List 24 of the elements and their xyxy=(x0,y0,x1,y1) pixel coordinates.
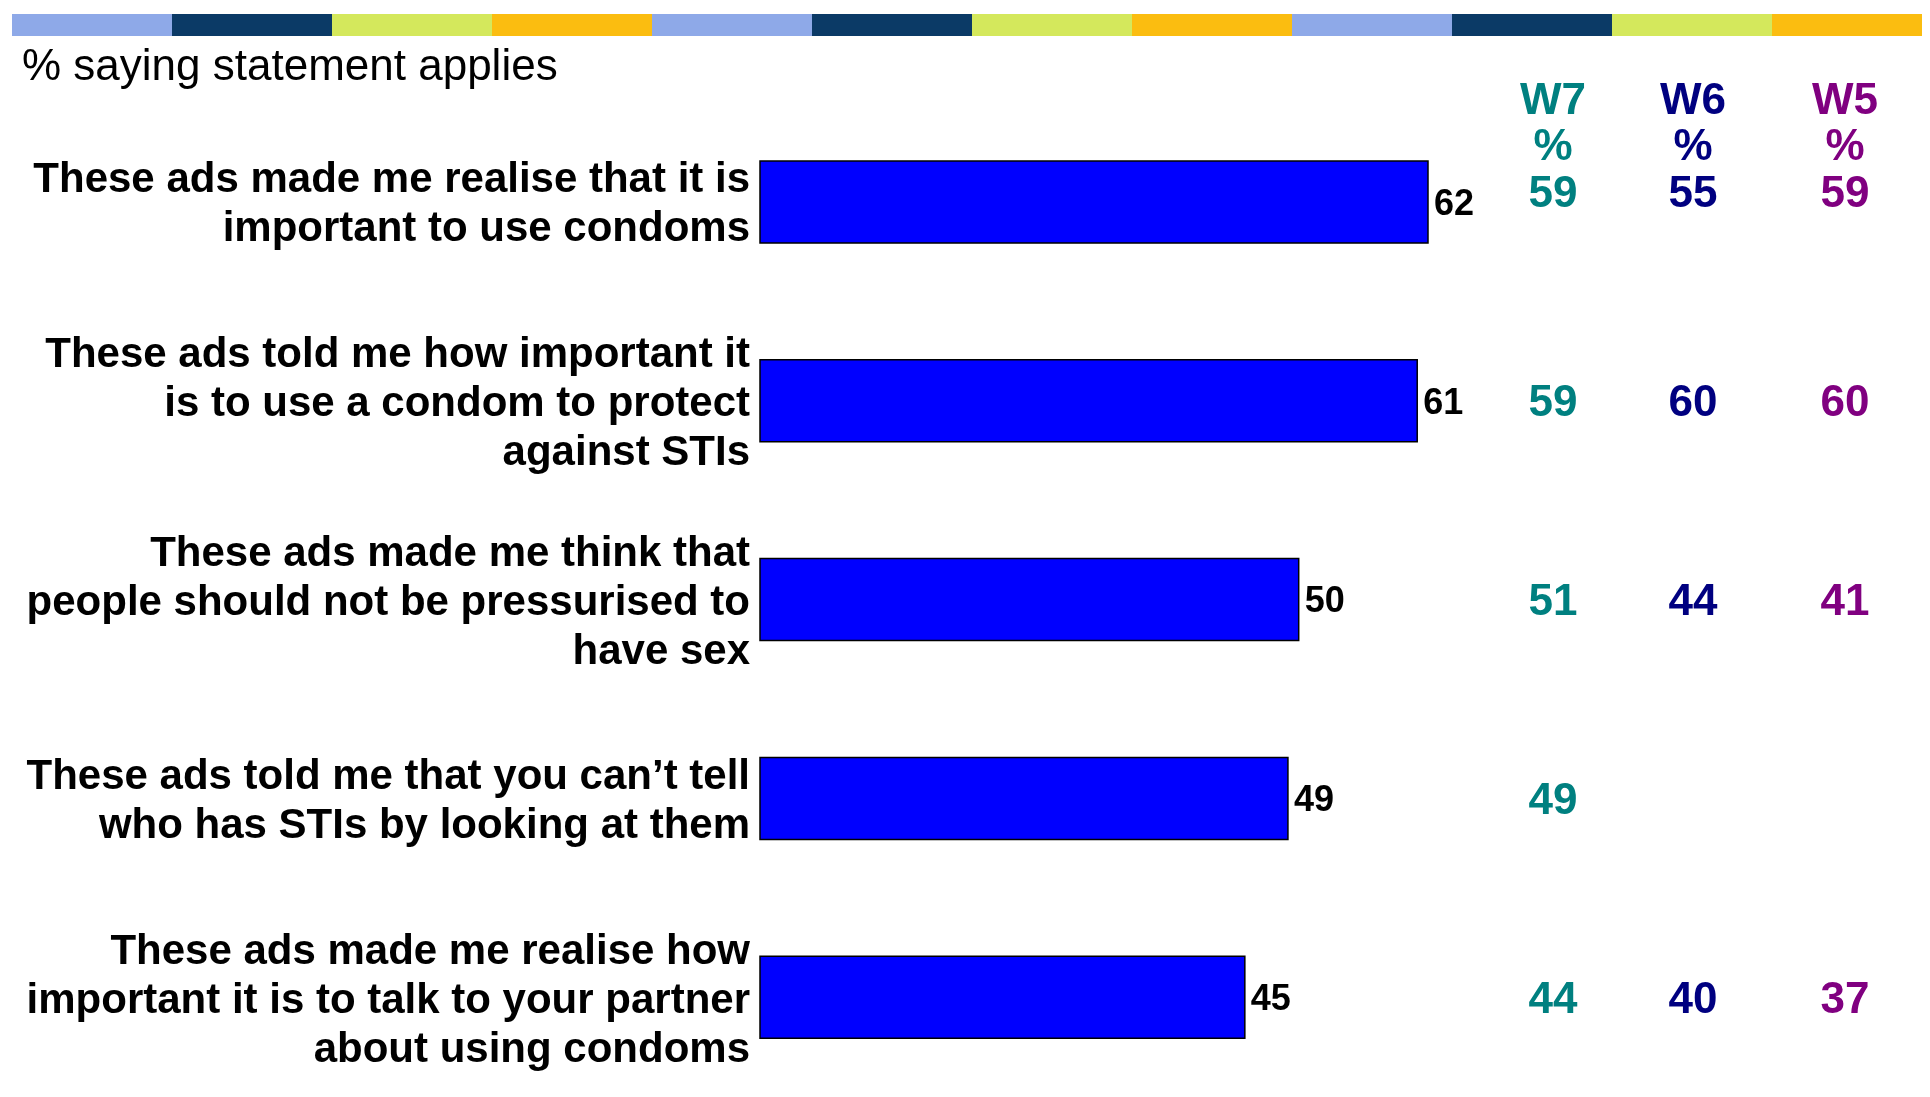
bar xyxy=(759,955,1246,1039)
text: W6 % xyxy=(1660,74,1726,169)
bar xyxy=(759,756,1289,841)
bar xyxy=(759,359,1418,443)
text: W7 % xyxy=(1520,74,1586,169)
text: 59 60 60 xyxy=(1528,376,1870,426)
y-tick-label: These ads told me that you can’t tell who has STIs by looking at them xyxy=(25,749,750,848)
data-label: 62 xyxy=(1434,181,1475,223)
text: 51 44 41 xyxy=(1528,575,1870,624)
data-label: 49 xyxy=(1293,778,1334,820)
data-label: 50 xyxy=(1304,579,1345,621)
data-label: 61 xyxy=(1423,380,1464,422)
text: 59 55 59 xyxy=(1528,167,1870,217)
text: 49 xyxy=(1527,772,1579,825)
y-tick-label: These ads made me realise that it is important to use condoms xyxy=(32,153,750,252)
data-label: 45 xyxy=(1250,976,1291,1018)
text: W5 % xyxy=(1812,74,1878,169)
bar xyxy=(759,160,1429,244)
y-tick-label: These ads made me think that people should not be pressurised to have sex xyxy=(25,526,750,674)
y-tick-label: These ads told me how important it is to use a condom to protect against STIs xyxy=(44,327,750,475)
text: 44 40 37 xyxy=(1528,972,1870,1022)
bar xyxy=(759,557,1300,642)
text: % saying statement applies xyxy=(22,40,558,90)
y-tick-label: These ads made me realise how important it is to talk to your partner about using condoms xyxy=(25,924,750,1072)
